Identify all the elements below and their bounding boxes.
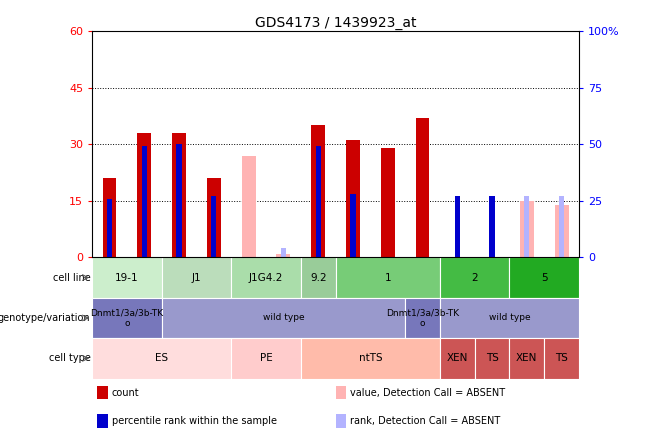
Text: cell line: cell line bbox=[53, 273, 90, 282]
Bar bbox=[211, 196, 216, 258]
Bar bbox=[92, 258, 162, 298]
Bar bbox=[311, 125, 325, 258]
Text: rank, Detection Call = ABSENT: rank, Detection Call = ABSENT bbox=[350, 416, 501, 426]
Text: 1: 1 bbox=[384, 273, 391, 282]
Text: J1G4.2: J1G4.2 bbox=[249, 273, 283, 282]
Text: J1: J1 bbox=[191, 273, 201, 282]
Bar bbox=[103, 178, 116, 258]
Text: XEN: XEN bbox=[447, 353, 468, 363]
Bar bbox=[176, 144, 182, 258]
Text: wild type: wild type bbox=[263, 313, 304, 322]
Bar bbox=[440, 298, 579, 338]
Bar bbox=[555, 205, 569, 258]
Text: value, Detection Call = ABSENT: value, Detection Call = ABSENT bbox=[350, 388, 505, 398]
Text: genotype/variation: genotype/variation bbox=[0, 313, 90, 323]
Bar bbox=[231, 338, 301, 379]
Text: 19-1: 19-1 bbox=[115, 273, 139, 282]
Bar bbox=[346, 140, 360, 258]
Bar bbox=[97, 414, 108, 428]
Bar bbox=[455, 196, 460, 258]
Bar bbox=[301, 338, 440, 379]
Bar bbox=[162, 258, 231, 298]
Bar bbox=[92, 338, 231, 379]
Bar bbox=[172, 133, 186, 258]
Bar bbox=[276, 254, 290, 258]
Bar bbox=[520, 201, 534, 258]
Title: GDS4173 / 1439923_at: GDS4173 / 1439923_at bbox=[255, 16, 417, 30]
Bar bbox=[440, 338, 474, 379]
Bar bbox=[524, 196, 530, 258]
Bar bbox=[301, 258, 336, 298]
Text: count: count bbox=[112, 388, 139, 398]
Bar bbox=[544, 338, 579, 379]
Text: 5: 5 bbox=[541, 273, 547, 282]
Text: PE: PE bbox=[260, 353, 272, 363]
Bar bbox=[162, 298, 405, 338]
Bar bbox=[350, 194, 355, 258]
Bar bbox=[559, 196, 565, 258]
Bar bbox=[336, 414, 346, 428]
Bar bbox=[316, 147, 321, 258]
Bar bbox=[440, 258, 509, 298]
Text: percentile rank within the sample: percentile rank within the sample bbox=[112, 416, 276, 426]
Bar bbox=[509, 258, 579, 298]
Text: TS: TS bbox=[555, 353, 568, 363]
Bar bbox=[207, 178, 221, 258]
Text: ntTS: ntTS bbox=[359, 353, 382, 363]
Bar bbox=[138, 133, 151, 258]
Text: ES: ES bbox=[155, 353, 168, 363]
Bar bbox=[107, 198, 112, 258]
Text: TS: TS bbox=[486, 353, 499, 363]
Bar bbox=[281, 248, 286, 258]
Text: 9.2: 9.2 bbox=[310, 273, 326, 282]
Text: Dnmt1/3a/3b-TK
o: Dnmt1/3a/3b-TK o bbox=[90, 308, 163, 328]
Text: cell type: cell type bbox=[49, 353, 90, 363]
Bar bbox=[490, 196, 495, 258]
Bar bbox=[241, 155, 255, 258]
Bar bbox=[416, 118, 430, 258]
Bar bbox=[97, 386, 108, 400]
Bar bbox=[336, 258, 440, 298]
Text: wild type: wild type bbox=[489, 313, 530, 322]
Bar bbox=[336, 386, 346, 400]
Text: 2: 2 bbox=[471, 273, 478, 282]
Bar bbox=[92, 298, 162, 338]
Bar bbox=[509, 338, 544, 379]
Bar bbox=[381, 148, 395, 258]
Text: Dnmt1/3a/3b-TK
o: Dnmt1/3a/3b-TK o bbox=[386, 308, 459, 328]
Bar bbox=[405, 298, 440, 338]
Bar bbox=[474, 338, 509, 379]
Bar bbox=[231, 258, 301, 298]
Bar bbox=[141, 147, 147, 258]
Text: XEN: XEN bbox=[516, 353, 538, 363]
